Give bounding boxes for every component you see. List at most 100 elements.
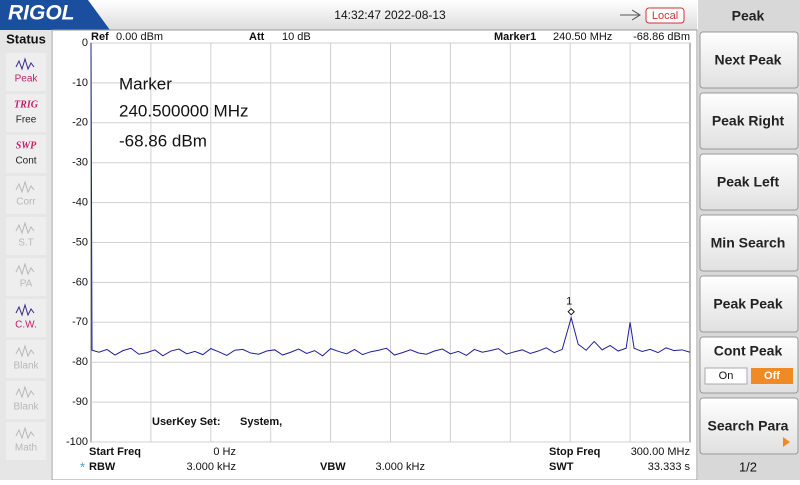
status-item-icon bbox=[15, 180, 35, 194]
status-item-bg bbox=[6, 340, 46, 378]
status-item-bg bbox=[6, 94, 46, 132]
submenu-arrow bbox=[783, 437, 790, 447]
status-item-label: Corr bbox=[16, 197, 36, 208]
rbw-label: RBW bbox=[89, 461, 116, 473]
status-item-tag: TRIG bbox=[14, 99, 39, 110]
menu-button[interactable] bbox=[699, 31, 799, 89]
marker-number: 1 bbox=[566, 296, 572, 308]
status-item-icon bbox=[15, 221, 35, 235]
vbw-value: 3.000 kHz bbox=[375, 461, 425, 473]
menu-title: Peak bbox=[732, 8, 765, 24]
menu-button-label: Next Peak bbox=[715, 52, 782, 68]
status-item-bg bbox=[6, 135, 46, 173]
userkey-value: System, bbox=[240, 416, 282, 428]
on-option[interactable] bbox=[704, 367, 748, 385]
menu-page: 1/2 bbox=[739, 459, 757, 474]
att-label: Att bbox=[249, 31, 265, 43]
status-item-label: S.T bbox=[18, 238, 34, 249]
usb-icon bbox=[620, 9, 641, 21]
status-item-bg bbox=[6, 53, 46, 91]
on-label: On bbox=[719, 370, 734, 382]
cont-peak-label: Cont Peak bbox=[714, 343, 783, 359]
menu-button[interactable] bbox=[699, 153, 799, 211]
status-item-label: Blank bbox=[13, 361, 39, 372]
status-item-icon bbox=[15, 303, 35, 317]
local-label: Local bbox=[652, 10, 678, 22]
menu-buttons: Next Peak Peak Right Peak Left Min Search Pe… bbox=[699, 31, 799, 333]
status-item-icon bbox=[15, 344, 35, 358]
status-item-icon bbox=[15, 385, 35, 399]
search-para-label: Search Para bbox=[708, 418, 789, 434]
y-tick-label: -80 bbox=[72, 356, 88, 368]
status-item-label: Blank bbox=[13, 402, 39, 413]
y-tick-label: -60 bbox=[72, 276, 88, 288]
y-tick-label: -70 bbox=[72, 316, 88, 328]
marker-box-freq: 240.500000 MHz bbox=[119, 101, 248, 120]
marker-box-title: Marker bbox=[119, 74, 172, 93]
vbw-label: VBW bbox=[320, 461, 346, 473]
start-value: 0 Hz bbox=[213, 446, 236, 458]
stop-value: 300.00 MHz bbox=[631, 446, 690, 458]
menu-button[interactable] bbox=[699, 92, 799, 150]
y-tick-label: -90 bbox=[72, 396, 88, 408]
marker-freq: 240.50 MHz bbox=[553, 31, 612, 43]
att-value: 10 dB bbox=[282, 31, 311, 43]
status-item-icon bbox=[15, 426, 35, 440]
swt-value: 33.333 s bbox=[648, 461, 691, 473]
off-label: Off bbox=[764, 370, 780, 382]
status-item-label: Cont bbox=[15, 156, 36, 167]
logo: RIGOL bbox=[8, 2, 75, 25]
logo-bg bbox=[0, 0, 110, 30]
marker-box-amp: -68.86 dBm bbox=[119, 131, 207, 150]
plot: 0 -10 -20 -30 -40 -50 -60 -70 -80 -90 -100 1 bbox=[66, 37, 691, 448]
ref-value: 0.00 dBm bbox=[116, 31, 163, 43]
trace bbox=[90, 42, 691, 357]
status-title: Status bbox=[6, 31, 46, 46]
status-item-label: Free bbox=[16, 115, 37, 126]
status-item-bg bbox=[6, 217, 46, 255]
search-para-button[interactable] bbox=[699, 397, 799, 455]
status-item-bg bbox=[6, 381, 46, 419]
y-tick-label: -100 bbox=[66, 436, 88, 448]
datetime: 14:32:47 2022-08-13 bbox=[334, 8, 446, 22]
status-item-icon bbox=[15, 57, 35, 71]
top-bar bbox=[0, 0, 697, 30]
start-label: Start Freq bbox=[89, 446, 141, 458]
userkey-label: UserKey Set: bbox=[152, 416, 220, 428]
status-item-bg bbox=[6, 176, 46, 214]
marker-label: Marker1 bbox=[494, 31, 536, 43]
status-item-bg bbox=[6, 299, 46, 337]
status-item-bg bbox=[6, 422, 46, 460]
y-tick-label: -20 bbox=[72, 117, 88, 129]
y-tick-label: -50 bbox=[72, 236, 88, 248]
y-tick-label: -40 bbox=[72, 197, 88, 209]
rbw-value: 3.000 kHz bbox=[186, 461, 236, 473]
menu-button[interactable] bbox=[699, 275, 799, 333]
menu-button-label: Peak Right bbox=[712, 113, 785, 129]
off-option[interactable] bbox=[751, 368, 793, 384]
status-item-tag: SWP bbox=[16, 140, 37, 151]
marker-diamond bbox=[567, 308, 575, 316]
status-item-label: Peak bbox=[15, 74, 39, 85]
status-item-label: PA bbox=[20, 279, 33, 290]
status-item-label: C.W. bbox=[15, 320, 37, 331]
y-tick-label: 0 bbox=[82, 37, 88, 49]
stop-label: Stop Freq bbox=[549, 446, 600, 458]
menu-button-label: Peak Peak bbox=[713, 296, 782, 312]
status-item-label: Math bbox=[15, 443, 37, 454]
menu-button[interactable] bbox=[699, 214, 799, 272]
menu-button-label: Peak Left bbox=[717, 174, 780, 190]
menu-button-label: Min Search bbox=[711, 235, 786, 251]
y-tick-label: -30 bbox=[72, 157, 88, 169]
status-item-bg bbox=[6, 258, 46, 296]
local-button[interactable] bbox=[645, 7, 685, 24]
swt-label: SWT bbox=[549, 461, 574, 473]
ref-label: Ref bbox=[91, 31, 109, 43]
status-items: Peak TRIG Free SWP Cont Corr S.T PA C.W. Blank Bla… bbox=[6, 53, 46, 460]
status-item-icon bbox=[15, 262, 35, 276]
y-tick-label: -10 bbox=[72, 77, 88, 89]
marker-amp: -68.86 dBm bbox=[633, 31, 690, 43]
rbw-star: * bbox=[80, 459, 85, 474]
